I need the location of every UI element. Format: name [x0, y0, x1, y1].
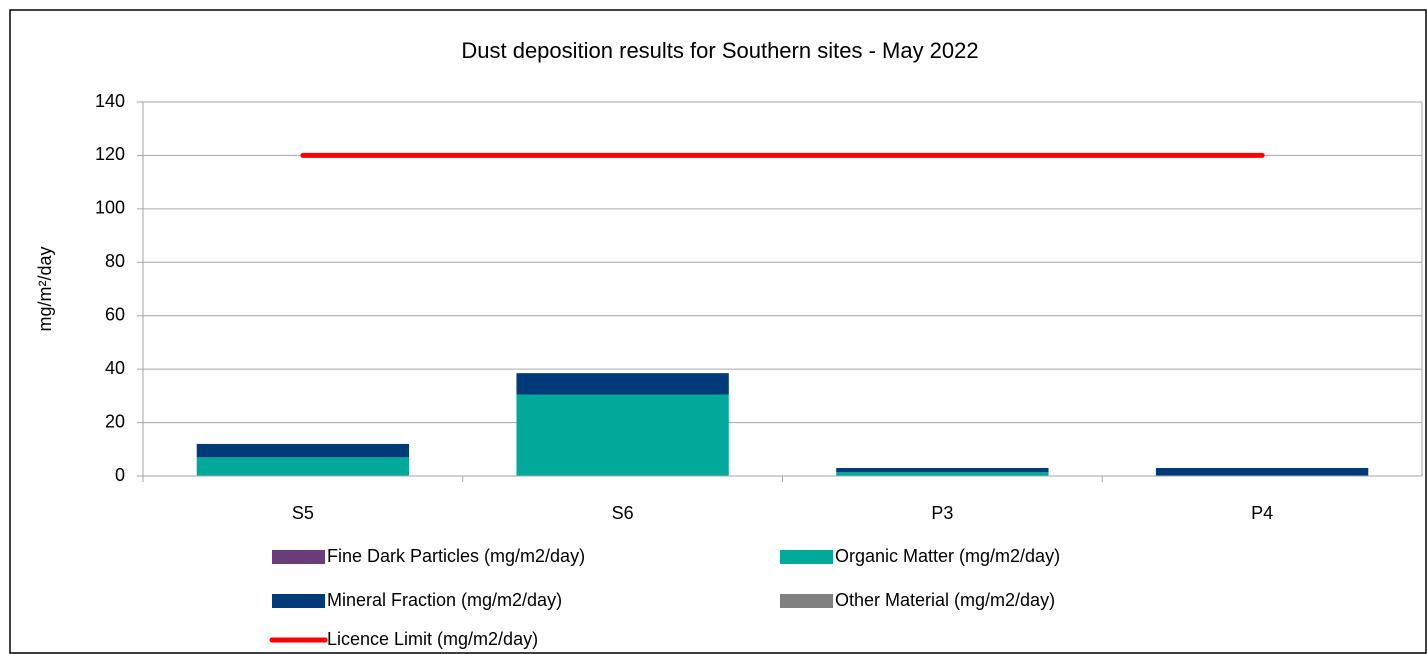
x-tick-label: S6 — [612, 503, 634, 523]
bar-segment — [196, 457, 410, 476]
y-tick-label: 120 — [95, 144, 125, 164]
legend-swatch — [780, 550, 833, 564]
legend-label: Licence Limit (mg/m2/day) — [327, 629, 538, 649]
legend-label: Mineral Fraction (mg/m2/day) — [327, 590, 562, 610]
x-tick-label: S5 — [292, 503, 314, 523]
y-tick-label: 140 — [95, 91, 125, 111]
legend-swatch — [272, 550, 325, 564]
bar-segment — [836, 467, 1049, 472]
y-tick-label: 80 — [105, 251, 125, 271]
chart-frame — [9, 9, 1427, 654]
x-tick-label: P4 — [1251, 503, 1273, 523]
chart-title: Dust deposition results for Southern sit… — [461, 38, 978, 63]
legend-swatch — [780, 594, 833, 608]
bar-segment — [1155, 467, 1369, 476]
legend-label: Organic Matter (mg/m2/day) — [835, 546, 1060, 566]
y-tick-label: 100 — [95, 198, 125, 218]
legend-swatch — [272, 594, 325, 608]
bar-segment — [516, 373, 729, 395]
bar-segment — [516, 394, 729, 476]
bar-segment — [836, 471, 1049, 476]
legend-label: Other Material (mg/m2/day) — [835, 590, 1055, 610]
y-tick-label: 40 — [105, 358, 125, 378]
x-tick-label: P3 — [931, 503, 953, 523]
y-tick-label: 20 — [105, 411, 125, 431]
y-tick-label: 0 — [115, 465, 125, 485]
bar-segment — [196, 443, 410, 458]
legend-label: Fine Dark Particles (mg/m2/day) — [327, 546, 585, 566]
y-tick-label: 60 — [105, 304, 125, 324]
y-axis-label: mg/m²/day — [35, 246, 55, 331]
